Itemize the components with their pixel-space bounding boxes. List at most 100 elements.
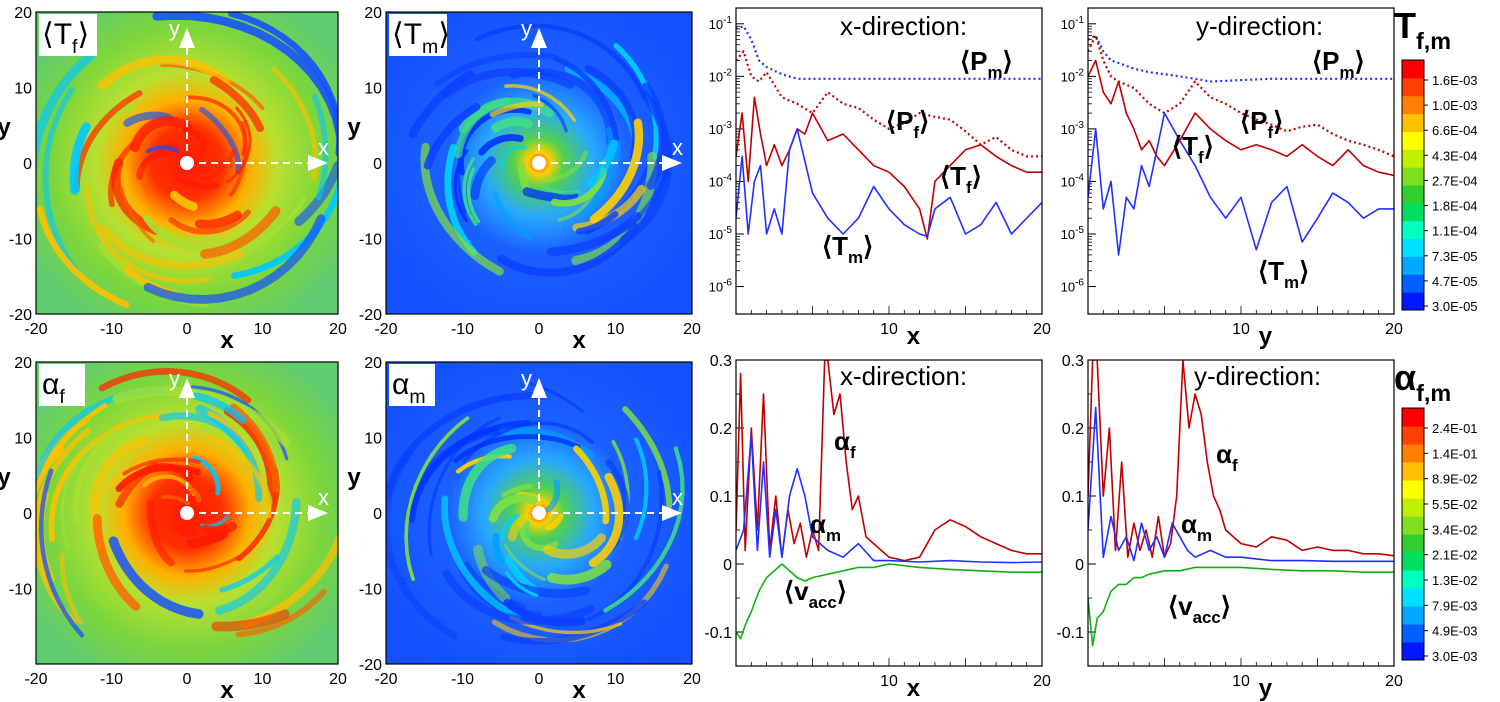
y-tick-label: 10-3 [709, 120, 733, 137]
x-tick-label: -10 [451, 671, 474, 688]
y-tick-label: 10 [364, 431, 382, 448]
x-tick-label: -10 [100, 671, 123, 688]
spiral-band [155, 224, 221, 245]
x-tick-label: -10 [451, 321, 474, 338]
series-group [736, 360, 1042, 640]
line-chart-2: 10-1 10-2 10-3 10-4 10-5 10-6 10 20 y y-direction… [1061, 7, 1403, 350]
spiral-band [642, 82, 668, 190]
spiral-band [462, 157, 478, 226]
colorbar-label: 1.3E-02 [1432, 573, 1478, 588]
x-arrow-label: x [672, 135, 683, 160]
spiral-band [603, 446, 685, 613]
x-tick-label: 0 [183, 321, 192, 338]
chart-title: x-direction: [840, 11, 967, 41]
contour-panel-2: x y ⟨Tm⟩ -20 -10 0 10 20 20 10 0 -10 -20 x y [347, 5, 701, 354]
colorbar-swatch [1402, 534, 1424, 553]
spiral-band [547, 559, 612, 585]
spiral-band [633, 437, 649, 541]
colorbar-label: 1.6E-03 [1432, 73, 1478, 88]
colorbar-swatch [1402, 274, 1424, 293]
spiral-band [196, 148, 236, 178]
spiral-band [532, 94, 568, 133]
chart-frame [735, 359, 1043, 667]
colorbar-swatch [1402, 642, 1424, 661]
spiral-band [73, 90, 143, 193]
colorbar-title: Tf,m [1394, 5, 1451, 54]
chart-frame [1087, 359, 1395, 667]
spiral-band [458, 443, 517, 522]
spiral-band [573, 445, 610, 525]
x-axis-label: x [220, 677, 234, 702]
y-tick-label: -10 [359, 232, 382, 249]
colorbar-label: 1.1E-04 [1432, 224, 1478, 239]
spiral-band [550, 167, 608, 207]
spiral-band [215, 497, 301, 615]
chart-title: y-direction: [1196, 11, 1323, 41]
panel-label-box [39, 14, 97, 56]
spiral-band [194, 210, 242, 229]
colorbar-label: 1.4E-01 [1432, 446, 1478, 461]
x-axis-label: x [220, 327, 234, 354]
colorbar-swatch [1402, 113, 1424, 132]
spiral-band [507, 513, 530, 542]
spiral-band [69, 122, 91, 195]
colorbar-swatch [1402, 408, 1424, 427]
x-tick-label: -20 [374, 671, 397, 688]
x-tick-label: 10 [880, 321, 898, 338]
x-tick-label: 0 [535, 321, 544, 338]
line-chart-1: 10-1 10-2 10-3 10-4 10-5 10-6 10 20 x x-direction… [709, 7, 1051, 350]
y-axis-label: y [347, 114, 361, 141]
spiral-band [247, 196, 307, 251]
spiral-band [491, 117, 533, 133]
colorbar-swatch [1402, 131, 1424, 150]
series-line-alpha_f [736, 360, 1042, 562]
spiral-band [59, 552, 83, 625]
spiral-band [466, 167, 481, 224]
series-line-alpha_m [736, 434, 1042, 564]
x-tick-label: 20 [1385, 673, 1403, 690]
spiral-band [474, 23, 646, 98]
series-label-Pf: ⟨Pf⟩ [886, 106, 929, 142]
panel-label: ⟨Tm⟩ [392, 18, 450, 58]
x-tick-label: 10 [607, 321, 625, 338]
x-tick-label: -20 [24, 321, 47, 338]
panel-label-box [39, 364, 85, 406]
y-tick-label: 10-2 [709, 67, 733, 84]
spiral-band [588, 472, 624, 568]
spiral-band [554, 56, 620, 145]
colorbar-swatch [1402, 444, 1424, 463]
spiral-band [408, 70, 475, 138]
y-tick-label: 0.1 [1062, 489, 1084, 506]
colorbar-swatch [1402, 167, 1424, 186]
colorbar-label: 2.7E-04 [1432, 173, 1478, 188]
x-arrow-label: x [672, 485, 683, 510]
x-tick-label: 20 [683, 671, 701, 688]
x-arrow-label: x [318, 135, 329, 160]
spiral-band [111, 158, 161, 235]
series-label-Pm: ⟨Pm⟩ [960, 46, 1013, 82]
spiral-band [541, 184, 580, 195]
spiral-band [544, 513, 564, 531]
spiral-band [226, 106, 252, 184]
spiral-band [420, 142, 504, 276]
spiral-band [152, 12, 338, 138]
spiral-band [492, 532, 505, 565]
chart-title: y-direction: [1194, 361, 1321, 391]
spiral-band [146, 499, 175, 567]
spiral-band [183, 554, 241, 573]
spiral-band [36, 403, 108, 498]
spiral-band [209, 433, 272, 519]
spiral-band [489, 101, 544, 118]
spiral-band [92, 514, 141, 611]
chart-background [1088, 8, 1394, 314]
colorbar-label: 8.9E-02 [1432, 472, 1478, 487]
spiral-band [229, 403, 281, 493]
y-axis-label: y [347, 464, 361, 491]
spiral-band [36, 50, 96, 211]
spiral-band [60, 429, 114, 549]
x-tick-label: 10 [1232, 673, 1250, 690]
y-tick-label: 20 [364, 355, 382, 372]
y-tick-label: 10-2 [1061, 67, 1085, 84]
spiral-band [517, 163, 532, 195]
x-arrow-label: x [318, 485, 329, 510]
